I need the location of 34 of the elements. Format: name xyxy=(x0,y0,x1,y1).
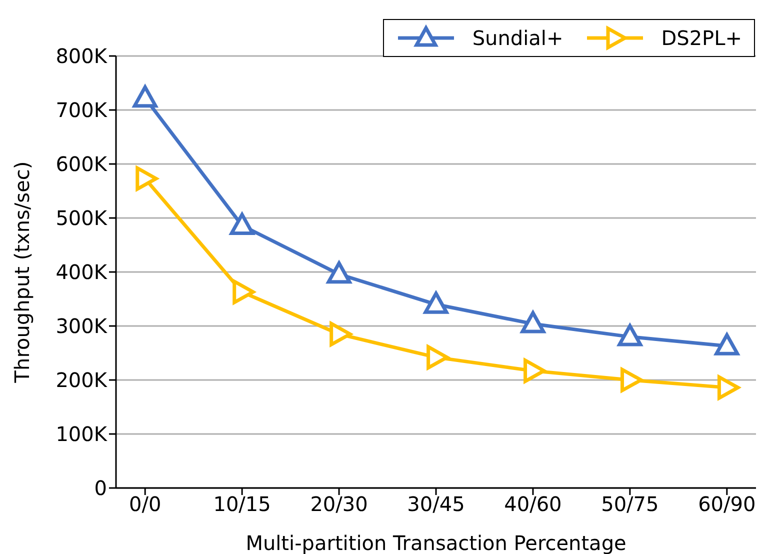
y-tick-label: 500K xyxy=(56,206,108,230)
y-tick-label: 200K xyxy=(56,368,108,392)
y-tick-label: 400K xyxy=(56,260,108,284)
legend-label: DS2PL+ xyxy=(661,26,742,50)
point xyxy=(136,166,158,191)
y-axis-title: Throughput (txns/sec) xyxy=(10,161,34,384)
point xyxy=(620,368,643,392)
point xyxy=(132,85,158,108)
x-axis-title: Multi-partition Transaction Percentage xyxy=(246,531,626,554)
x-tick-label: 20/30 xyxy=(310,492,368,516)
y-tick-label: 300K xyxy=(56,314,108,338)
y-tick-label: 0 xyxy=(94,476,107,500)
point xyxy=(524,358,546,384)
y-tick-label: 600K xyxy=(56,152,108,176)
point xyxy=(424,292,448,314)
point xyxy=(330,322,352,346)
y-tick-label: 100K xyxy=(56,422,108,446)
point xyxy=(618,324,642,346)
point xyxy=(230,212,254,236)
y-tick-label: 800K xyxy=(56,44,108,68)
x-tick-label: 50/75 xyxy=(601,492,659,516)
x-tick-label: 60/90 xyxy=(698,492,756,516)
point xyxy=(714,333,740,356)
x-tick-label: 30/45 xyxy=(407,492,465,516)
x-tick-label: 10/15 xyxy=(213,492,271,516)
point xyxy=(326,261,352,284)
x-tick-label: 40/60 xyxy=(504,492,562,516)
legend-label: Sundial+ xyxy=(472,26,564,50)
point xyxy=(520,311,546,334)
point xyxy=(426,345,449,370)
point xyxy=(717,375,740,400)
y-tick-label: 700K xyxy=(56,98,108,122)
x-tick-label: 0/0 xyxy=(128,492,162,516)
point xyxy=(232,280,255,304)
